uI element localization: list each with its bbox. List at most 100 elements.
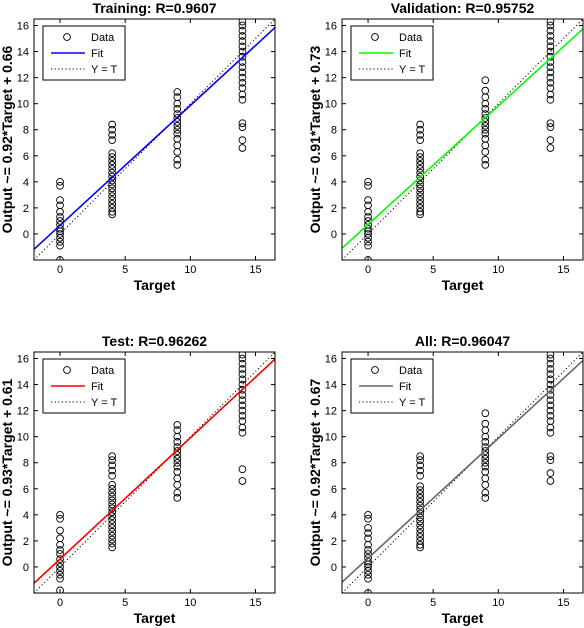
data-point (108, 531, 117, 540)
data-point (416, 180, 425, 189)
data-point (546, 396, 555, 405)
data-point (481, 105, 490, 113)
x-tick-label: 0 (365, 597, 371, 609)
data-point (238, 359, 247, 368)
data-point (546, 428, 555, 437)
data-point (546, 401, 555, 410)
y-tick-label: 12 (325, 73, 337, 85)
data-point (108, 524, 117, 532)
data-point (546, 144, 555, 152)
data-point (173, 426, 182, 435)
data-point (108, 492, 117, 501)
data-point (173, 458, 182, 467)
y-tick-label: 10 (325, 99, 337, 111)
chart-title: Training: R=0.9607 (92, 0, 216, 16)
data-point (173, 488, 182, 497)
data-point (416, 196, 425, 204)
y-tick-label: 4 (23, 510, 29, 522)
data-point (416, 505, 425, 514)
data-point (416, 482, 425, 491)
data-point (173, 114, 182, 122)
data-point (173, 135, 182, 143)
axes-box (33, 351, 276, 594)
data-point (364, 181, 372, 190)
data-point (546, 19, 555, 26)
data-point (108, 484, 117, 493)
data-point (56, 237, 64, 246)
data-point (546, 123, 555, 131)
data-point (173, 88, 182, 96)
data-point (481, 462, 490, 471)
data-point (364, 570, 372, 579)
y-axis-label: Output ~= 0.92*Target + 0.66 (0, 45, 15, 233)
y-tick-label: 2 (331, 203, 337, 215)
plot-content (342, 352, 583, 593)
data-point (238, 406, 247, 415)
data-point (238, 84, 247, 92)
legend-data-marker (371, 366, 379, 374)
data-point (546, 47, 555, 56)
y-tick-label: 16 (325, 21, 337, 33)
data-point (56, 220, 64, 229)
x-axis-label: Target (442, 610, 484, 626)
data-point (238, 63, 247, 72)
data-point (481, 129, 490, 138)
data-point (238, 68, 247, 77)
data-point (108, 488, 117, 497)
data-point (108, 196, 117, 204)
y-tick-label: 8 (331, 125, 337, 137)
data-point (416, 164, 425, 173)
data-point (238, 401, 247, 410)
data-point (416, 456, 425, 464)
data-point (56, 514, 64, 523)
fit-line (342, 359, 583, 583)
data-point (546, 32, 555, 40)
legend-label: Data (91, 32, 115, 44)
data-point (238, 375, 247, 384)
x-tick-label: 0 (365, 264, 371, 276)
chart-panel: 0 5 10 15 0 2 4 6 8 10 12 14 16 Test: R=0.96262 Target… (0, 333, 276, 626)
data-point (238, 47, 247, 56)
data-point (481, 121, 490, 130)
x-tick-label: 15 (249, 264, 261, 276)
data-point (56, 563, 64, 571)
y-tick-label: 14 (17, 47, 29, 59)
y-tick-label: 0 (331, 562, 337, 574)
data-point (416, 497, 425, 506)
data-point (238, 144, 247, 152)
data-point (546, 406, 555, 415)
fit-line (342, 28, 583, 249)
data-point (238, 21, 247, 30)
data-point (364, 201, 372, 210)
data-point (173, 161, 182, 169)
data-point (481, 125, 490, 134)
data-point (546, 63, 555, 72)
legend: Data Fit Y = T (350, 358, 434, 414)
data-point (416, 471, 425, 480)
data-point (108, 168, 117, 177)
data-point (108, 188, 117, 197)
data-point (416, 204, 425, 212)
y-tick-label: 2 (23, 536, 29, 548)
data-point (108, 153, 117, 161)
x-tick-label: 5 (430, 597, 436, 609)
data-point (481, 419, 490, 428)
data-point (108, 136, 117, 145)
data-point (108, 184, 117, 193)
axes-box (341, 351, 584, 594)
data-point (56, 196, 64, 204)
y-tick-label: 14 (325, 380, 337, 392)
y-tick-label: 0 (331, 229, 337, 241)
data-point (481, 135, 490, 143)
data-point (546, 136, 555, 145)
data-point (546, 68, 555, 77)
data-point (364, 196, 372, 204)
y-tick-label: 12 (325, 406, 337, 418)
data-point (364, 220, 372, 229)
data-point (364, 546, 372, 554)
data-point (108, 200, 117, 208)
data-point (238, 37, 247, 46)
data-point (416, 521, 425, 530)
data-point (546, 78, 555, 87)
